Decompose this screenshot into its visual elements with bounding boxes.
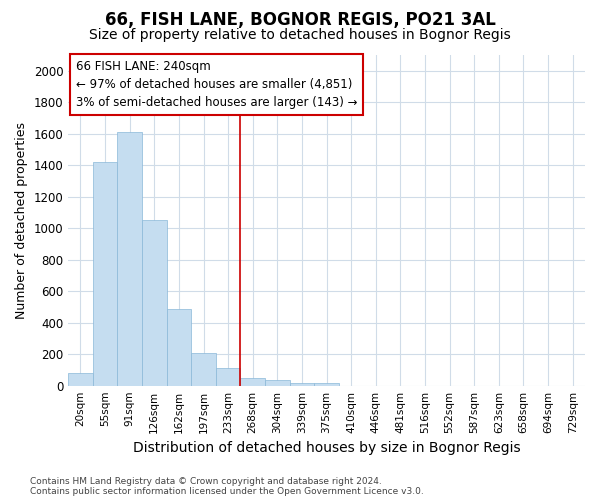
Text: Contains HM Land Registry data © Crown copyright and database right 2024.: Contains HM Land Registry data © Crown c… (30, 477, 382, 486)
Text: 66, FISH LANE, BOGNOR REGIS, PO21 3AL: 66, FISH LANE, BOGNOR REGIS, PO21 3AL (104, 11, 496, 29)
Bar (118, 132, 142, 386)
Bar (241, 378, 265, 386)
Bar (314, 384, 339, 386)
X-axis label: Distribution of detached houses by size in Bognor Regis: Distribution of detached houses by size … (133, 441, 520, 455)
Y-axis label: Number of detached properties: Number of detached properties (15, 122, 28, 319)
Text: Size of property relative to detached houses in Bognor Regis: Size of property relative to detached ho… (89, 28, 511, 42)
Bar (167, 308, 191, 386)
Text: 66 FISH LANE: 240sqm
← 97% of detached houses are smaller (4,851)
3% of semi-det: 66 FISH LANE: 240sqm ← 97% of detached h… (76, 60, 358, 109)
Bar (216, 368, 241, 386)
Bar (68, 373, 93, 386)
Bar (191, 354, 216, 386)
Bar (93, 162, 118, 386)
Text: Contains public sector information licensed under the Open Government Licence v3: Contains public sector information licen… (30, 487, 424, 496)
Bar (290, 382, 314, 386)
Bar (142, 220, 167, 386)
Bar (265, 380, 290, 386)
